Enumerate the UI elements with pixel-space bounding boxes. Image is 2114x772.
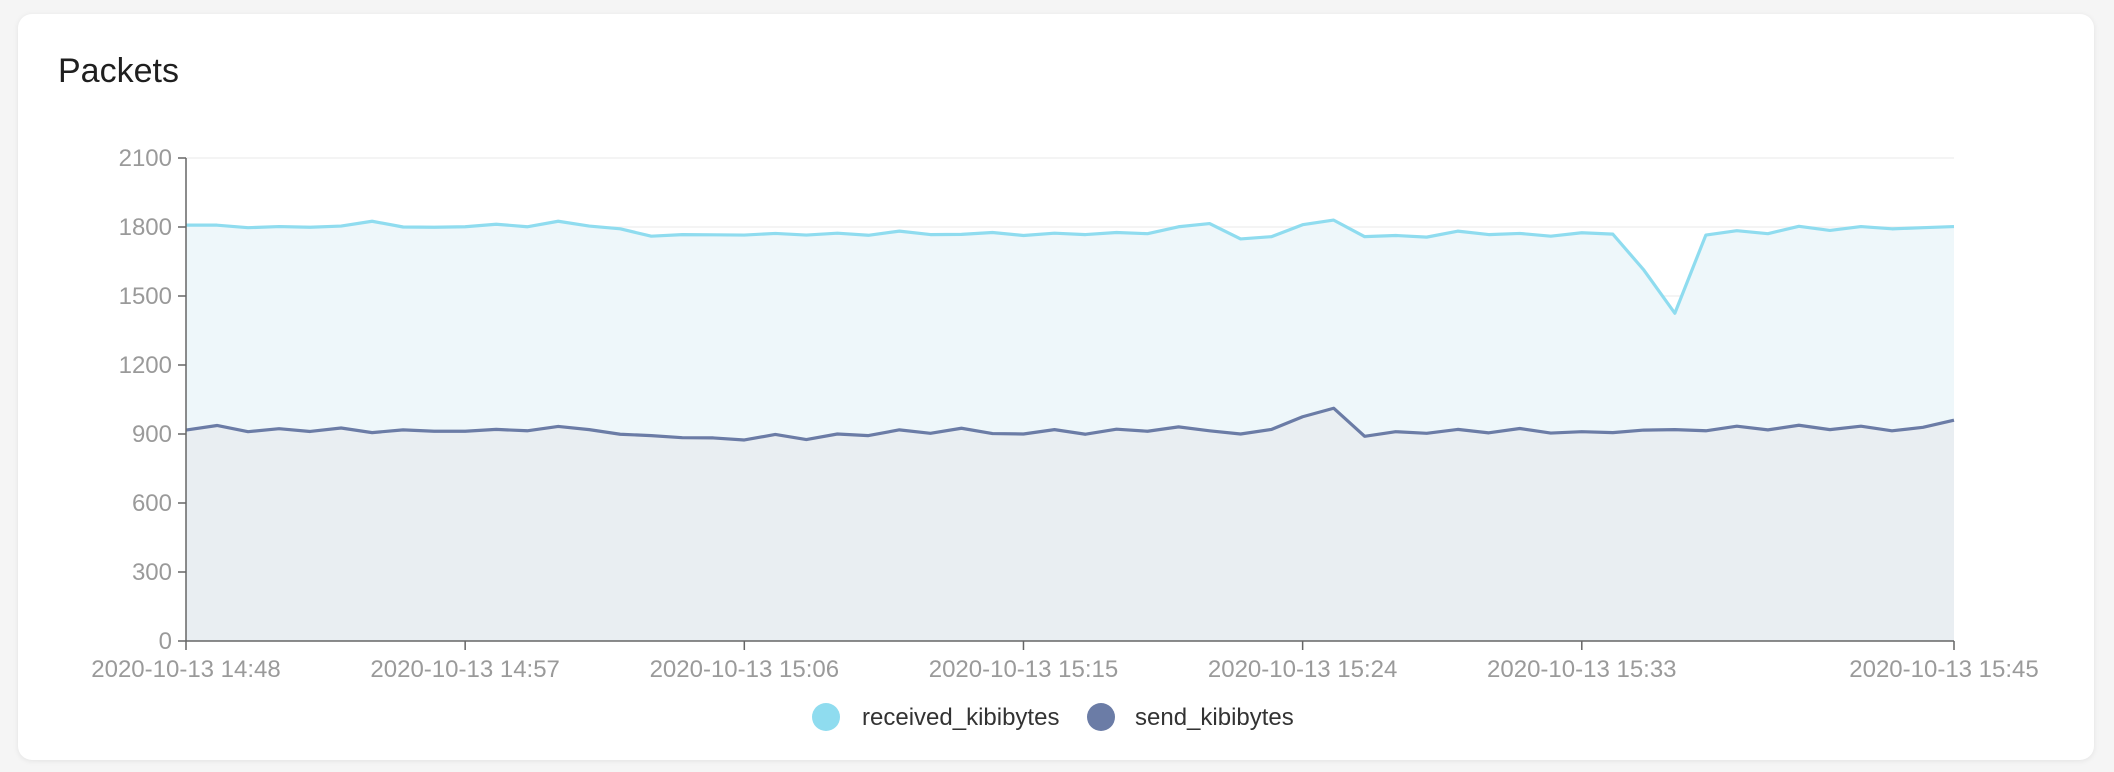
series-line-send_kibibytes [185,406,1955,442]
legend-marker-send_kibibytes [1087,703,1115,731]
y-tick-label: 1800 [119,214,172,241]
legend-label-received_kibibytes: received_kibibytes [862,704,1059,731]
y-tick-label: 900 [132,421,172,448]
x-tick-label: 2020-10-13 15:15 [929,656,1119,683]
y-tick-label: 0 [159,628,172,655]
y-tick-label: 2100 [119,145,172,172]
y-tick-label: 1200 [119,352,172,379]
legend-label-send_kibibytes: send_kibibytes [1135,704,1294,731]
legend-marker-received_kibibytes [812,703,840,731]
y-tick-label: 600 [132,490,172,517]
x-tick-label: 2020-10-13 15:33 [1487,656,1677,683]
x-tick-label: 2020-10-13 15:45 [1849,656,2039,683]
y-tick-label: 1500 [119,283,172,310]
card-title: Packets [58,52,179,90]
y-tick-label: 300 [132,559,172,586]
x-tick-label: 2020-10-13 14:48 [91,656,281,683]
series-area-send_kibibytes [186,408,1954,641]
x-tick-label: 2020-10-13 15:24 [1208,656,1398,683]
x-tick-label: 2020-10-13 14:57 [370,656,560,683]
x-tick-label: 2020-10-13 15:06 [650,656,840,683]
series-line-received_kibibytes [186,218,1955,315]
